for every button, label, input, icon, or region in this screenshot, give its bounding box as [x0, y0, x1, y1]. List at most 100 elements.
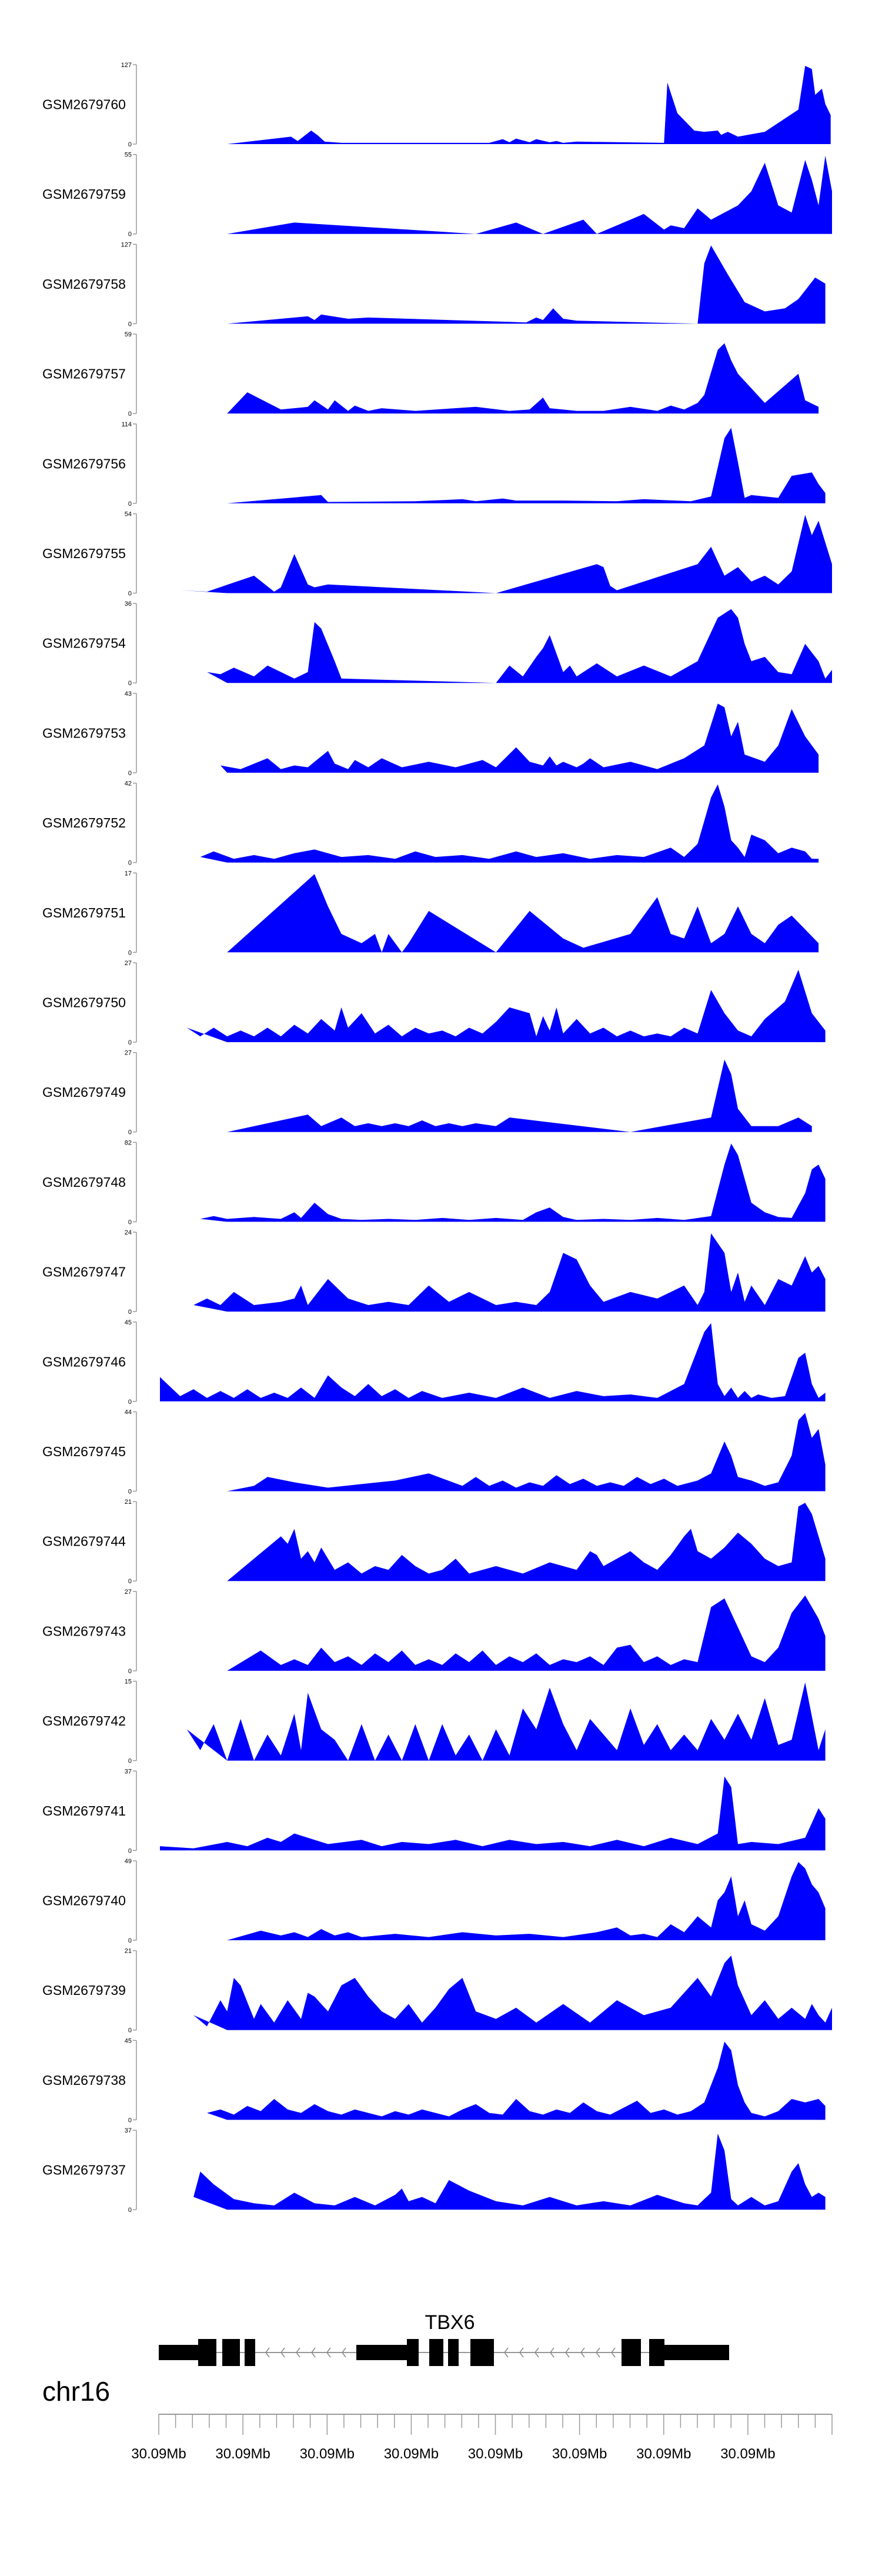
- track-label: GSM2679737: [42, 2163, 126, 2178]
- coverage-area: [193, 1956, 833, 2030]
- y-max-label: 42: [125, 780, 132, 788]
- track-GSM2679746: GSM2679746 45 0: [42, 1319, 826, 1406]
- y-min-label: 0: [128, 411, 132, 418]
- track-GSM2679750: GSM2679750 27 0: [42, 960, 826, 1046]
- track-GSM2679748: GSM2679748 82 0: [42, 1139, 826, 1226]
- coverage-area: [186, 1682, 826, 1761]
- x-tick-label: 30.09Mb: [215, 2446, 270, 2462]
- track-GSM2679745: GSM2679745 44 0: [42, 1409, 826, 1496]
- coverage-area: [207, 609, 832, 683]
- y-max-label: 49: [125, 1858, 132, 1865]
- y-min-label: 0: [128, 949, 132, 956]
- track-label: GSM2679751: [42, 905, 126, 920]
- coverage-area: [227, 1059, 812, 1132]
- x-tick-label: 30.09Mb: [384, 2446, 439, 2462]
- strand-chevron: [311, 2347, 316, 2358]
- track-GSM2679751: GSM2679751 17 0: [42, 870, 819, 956]
- y-min-label: 0: [128, 321, 132, 328]
- coverage-area: [227, 66, 831, 144]
- track-GSM2679741: GSM2679741 37 0: [42, 1768, 826, 1854]
- y-max-label: 44: [125, 1409, 132, 1416]
- track-label: GSM2679741: [42, 1803, 126, 1818]
- coverage-area: [180, 515, 832, 593]
- y-min-label: 0: [128, 1489, 132, 1496]
- track-label: GSM2679749: [42, 1085, 126, 1100]
- strand-chevron: [296, 2347, 300, 2358]
- strand-chevron: [265, 2347, 270, 2358]
- strand-chevron: [596, 2347, 600, 2358]
- strand-chevron: [611, 2347, 616, 2358]
- y-max-label: 37: [125, 1768, 132, 1775]
- x-tick-label: 30.09Mb: [300, 2446, 355, 2462]
- y-max-label: 37: [125, 2127, 132, 2134]
- coverage-area: [186, 969, 826, 1042]
- strand-chevron: [280, 2347, 285, 2358]
- y-min-label: 0: [128, 1847, 132, 1854]
- track-GSM2679739: GSM2679739 21 0: [42, 1948, 833, 2034]
- track-label: GSM2679744: [42, 1534, 126, 1549]
- y-min-label: 0: [128, 1668, 132, 1675]
- y-min-label: 0: [128, 1039, 132, 1046]
- y-min-label: 0: [128, 141, 132, 148]
- track-GSM2679753: GSM2679753 43 0: [42, 690, 819, 777]
- exon: [159, 2345, 198, 2360]
- y-min-label: 0: [128, 500, 132, 508]
- y-min-label: 0: [128, 2207, 132, 2214]
- track-label: GSM2679747: [42, 1264, 126, 1280]
- exon: [245, 2339, 255, 2366]
- strand-chevron: [550, 2347, 554, 2358]
- track-label: GSM2679755: [42, 546, 126, 561]
- x-tick-label: 30.09Mb: [468, 2446, 523, 2462]
- gene-label: TBX6: [425, 2311, 475, 2334]
- track-label: GSM2679746: [42, 1354, 126, 1369]
- track-label: GSM2679739: [42, 1983, 126, 1998]
- track-label: GSM2679760: [42, 97, 126, 112]
- coverage-area: [227, 245, 826, 324]
- x-axis-labels: 30.09Mb 30.09Mb 30.09Mb 30.09Mb 30.09Mb 30.09…: [131, 2446, 775, 2462]
- track-label: GSM2679752: [42, 815, 126, 830]
- y-min-label: 0: [128, 770, 132, 777]
- x-axis-ticks: [158, 2414, 833, 2435]
- exon: [356, 2345, 407, 2360]
- y-min-label: 0: [128, 2117, 132, 2124]
- strand-chevron: [519, 2347, 524, 2358]
- track-GSM2679738: GSM2679738 45 0: [42, 2037, 826, 2124]
- track-GSM2679754: GSM2679754 36 0: [42, 600, 832, 687]
- strand-chevron: [326, 2347, 331, 2358]
- track-label: GSM2679742: [42, 1713, 126, 1729]
- coverage-area: [227, 1503, 826, 1581]
- coverage-area: [227, 1862, 826, 1940]
- y-max-label: 21: [125, 1499, 132, 1506]
- strand-chevron: [565, 2347, 570, 2358]
- strand-arrows: [265, 2347, 616, 2358]
- y-max-label: 127: [121, 62, 132, 69]
- coverage-area: [227, 874, 819, 953]
- y-min-label: 0: [128, 1309, 132, 1316]
- y-max-label: 36: [125, 600, 132, 608]
- track-label: GSM2679738: [42, 2073, 126, 2088]
- coverage-area: [200, 784, 819, 863]
- track-label: GSM2679757: [42, 366, 126, 382]
- track-GSM2679755: GSM2679755 54 0: [42, 511, 832, 598]
- y-min-label: 0: [128, 860, 132, 867]
- y-max-label: 55: [125, 152, 132, 159]
- track-label: GSM2679745: [42, 1444, 126, 1459]
- y-max-label: 45: [125, 1319, 132, 1326]
- strand-chevron: [534, 2347, 539, 2358]
- exon: [664, 2345, 729, 2360]
- track-GSM2679760: GSM2679760 127 0: [42, 62, 831, 148]
- exon: [476, 2339, 494, 2366]
- exon: [407, 2339, 419, 2366]
- coverage-tracks: GSM2679760 127 0 GSM2679759 55 0 GSM2679758 127…: [42, 62, 833, 2214]
- coverage-area: [200, 1143, 826, 1222]
- y-max-label: 27: [125, 960, 132, 967]
- track-GSM2679743: GSM2679743 27 0: [42, 1589, 826, 1675]
- track-GSM2679742: GSM2679742 15 0: [42, 1679, 826, 1765]
- y-max-label: 27: [125, 1589, 132, 1596]
- y-min-label: 0: [128, 2027, 132, 2034]
- track-GSM2679752: GSM2679752 42 0: [42, 780, 819, 867]
- y-max-label: 17: [125, 870, 132, 877]
- y-max-label: 82: [125, 1139, 132, 1146]
- exon: [222, 2339, 240, 2366]
- track-label: GSM2679754: [42, 636, 126, 651]
